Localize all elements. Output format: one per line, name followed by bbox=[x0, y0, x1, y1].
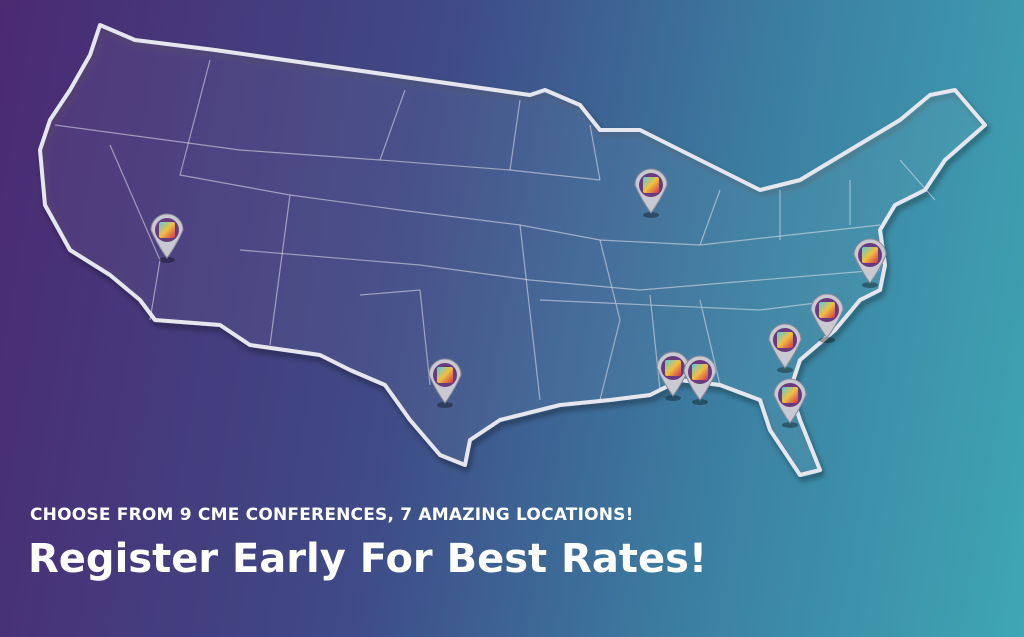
pin-shadow bbox=[643, 212, 659, 218]
pin-icon bbox=[819, 302, 835, 318]
subtitle: CHOOSE FROM 9 CME CONFERENCES, 7 AMAZING… bbox=[30, 505, 634, 525]
pin-shadow bbox=[777, 367, 793, 373]
pin-icon bbox=[437, 367, 453, 383]
pin-icon bbox=[862, 247, 878, 263]
map-pin bbox=[810, 293, 844, 343]
map-pin bbox=[428, 358, 462, 408]
pin-icon bbox=[777, 332, 793, 348]
pin-shadow bbox=[692, 399, 708, 405]
pin-icon bbox=[665, 360, 681, 376]
us-outline bbox=[38, 23, 987, 477]
map-pin bbox=[768, 323, 802, 373]
pin-icon bbox=[692, 364, 708, 380]
pin-shadow bbox=[437, 402, 453, 408]
pin-icon bbox=[643, 177, 659, 193]
map-pin bbox=[150, 213, 184, 263]
map-pin bbox=[656, 351, 690, 401]
map-pin bbox=[773, 378, 807, 428]
pin-shadow bbox=[862, 282, 878, 288]
map-pin bbox=[853, 238, 887, 288]
pin-shadow bbox=[819, 337, 835, 343]
pin-icon bbox=[782, 387, 798, 403]
map-pin bbox=[683, 355, 717, 405]
pin-shadow bbox=[782, 422, 798, 428]
state-lines bbox=[54, 59, 936, 401]
map-pin bbox=[634, 168, 668, 218]
pin-icon bbox=[159, 222, 175, 238]
pin-shadow bbox=[159, 257, 175, 263]
pin-shadow bbox=[665, 395, 681, 401]
location-pins bbox=[150, 168, 887, 428]
headline: Register Early For Best Rates! bbox=[28, 536, 708, 582]
